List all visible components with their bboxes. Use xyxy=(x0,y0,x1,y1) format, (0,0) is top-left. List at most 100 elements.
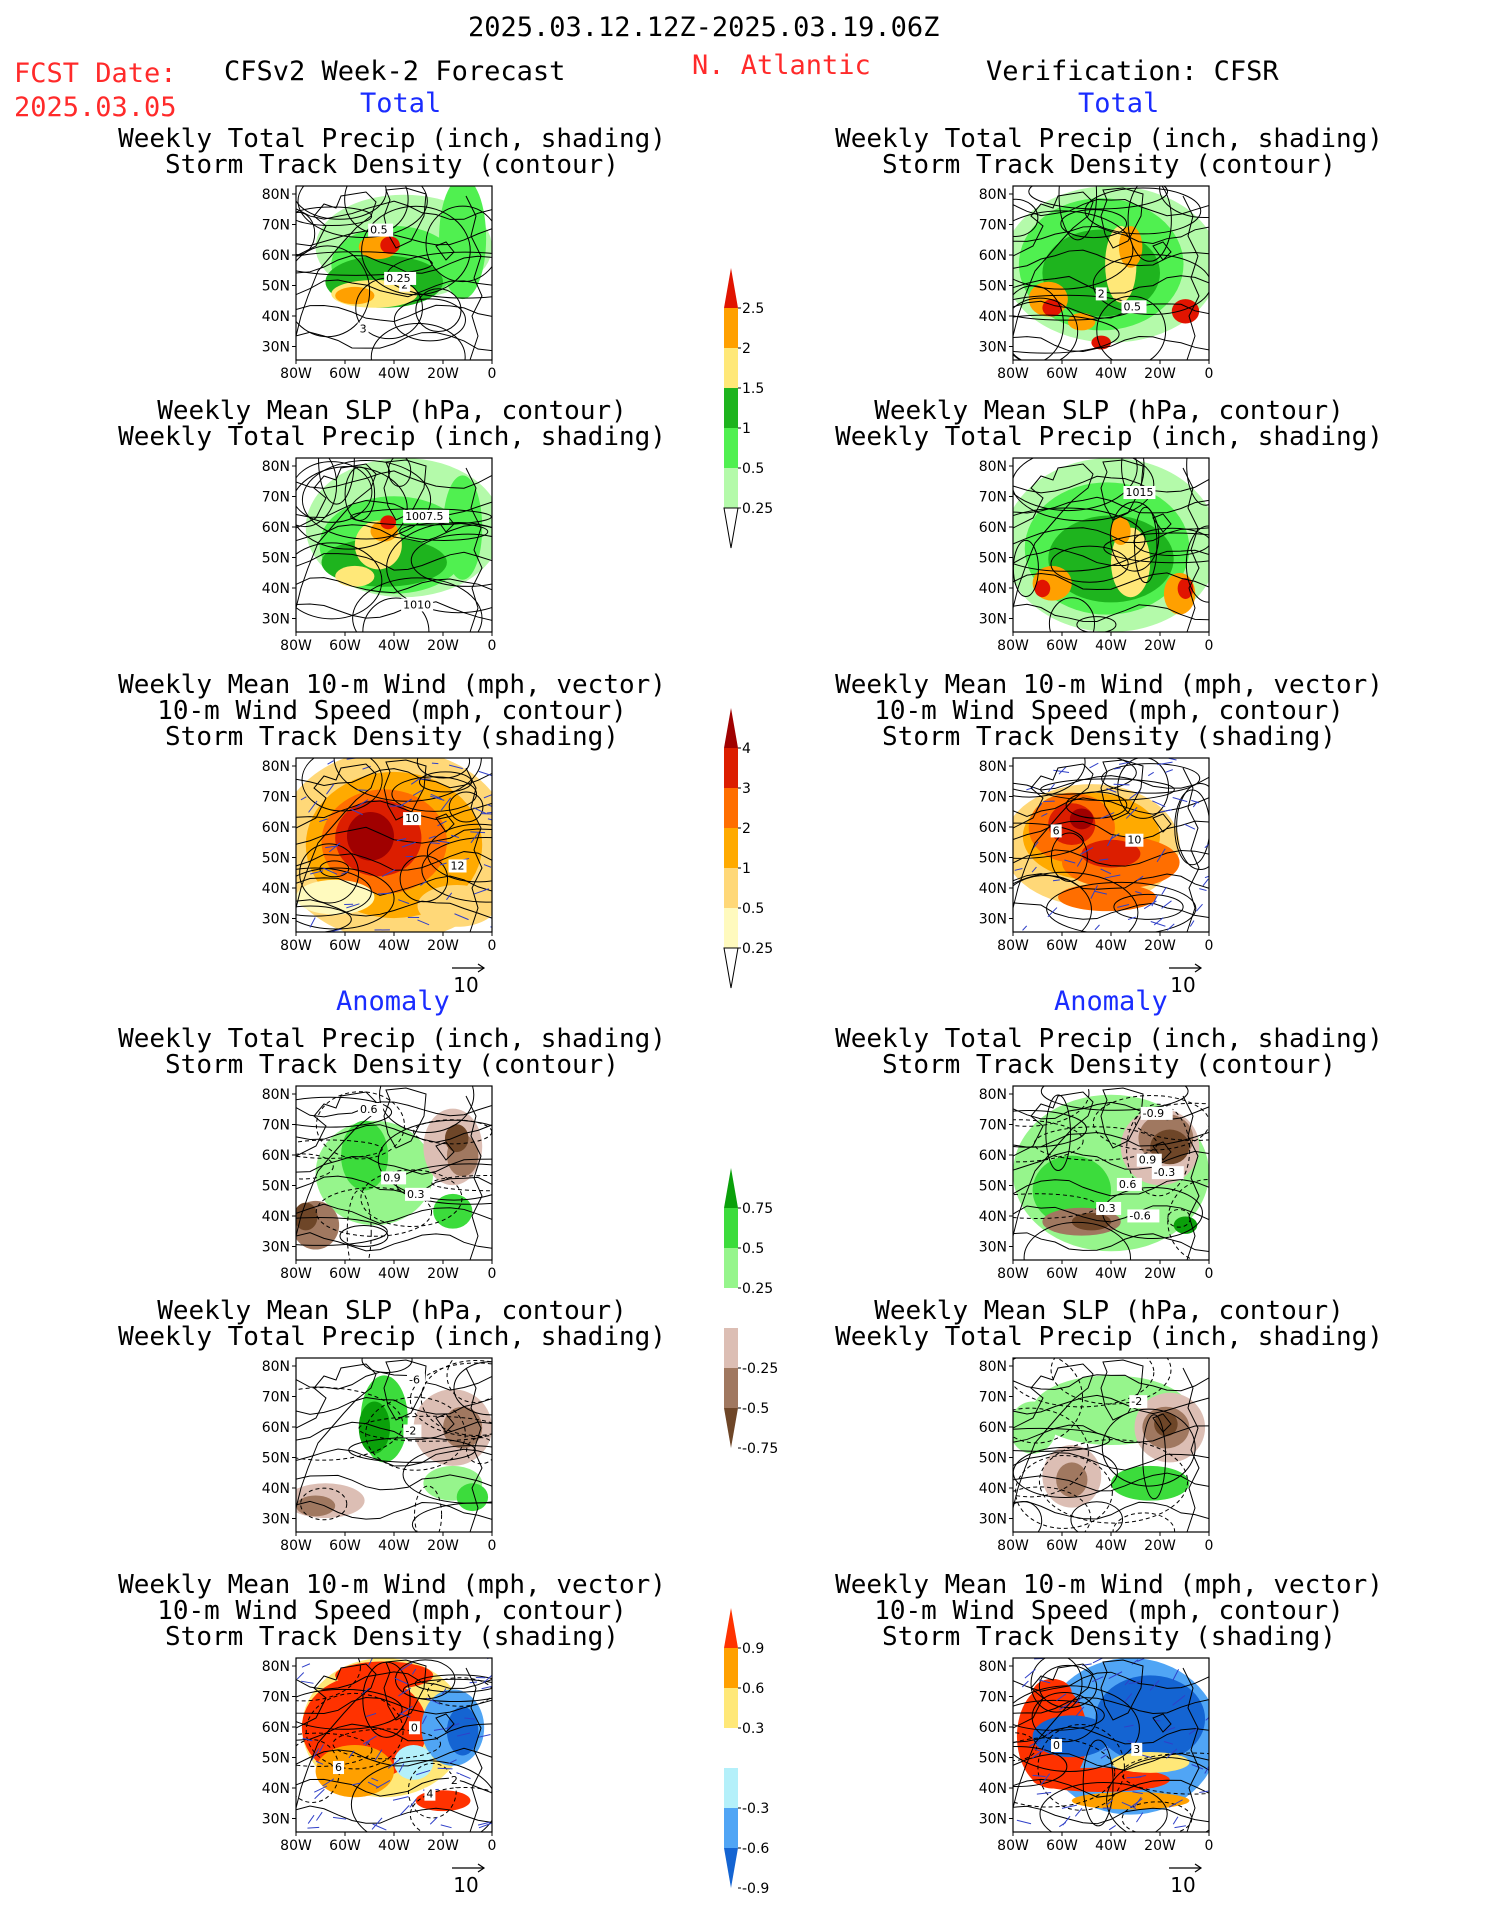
wind-vector xyxy=(361,1687,370,1695)
contour-line xyxy=(296,331,492,352)
lat-tick-label: 50N xyxy=(979,551,1007,567)
contour-line xyxy=(296,1421,492,1441)
lon-tick-label: 20W xyxy=(1144,1538,1176,1554)
contour-line xyxy=(296,1732,373,1767)
wind-vector xyxy=(1135,1775,1146,1778)
contour-line xyxy=(1013,1119,1084,1163)
lat-tick-label: 50N xyxy=(979,1451,1007,1467)
contour-line xyxy=(1076,616,1117,632)
contour-label: 0.6 xyxy=(1119,1178,1137,1191)
wind-vector xyxy=(483,1674,492,1684)
wind-vector xyxy=(1191,799,1200,804)
lon-tick-label: 80W xyxy=(280,1266,312,1282)
panel-title-fcst-total-slp-line-1: Weekly Total Precip (inch, shading) xyxy=(118,422,666,452)
contour-line xyxy=(1033,1126,1158,1161)
wind-vector xyxy=(1109,833,1120,840)
lon-tick-label: 60W xyxy=(329,1838,361,1854)
wind-vector xyxy=(1056,1693,1067,1702)
lat-tick-label: 40N xyxy=(979,881,1007,897)
shade-blob xyxy=(1056,1462,1088,1498)
wind-vector xyxy=(1032,1774,1046,1778)
wind-vector xyxy=(441,1688,447,1696)
contour-label: 3 xyxy=(1133,1743,1140,1756)
lat-tick-label: 50N xyxy=(979,1179,1007,1195)
wind-vector xyxy=(1136,875,1144,881)
panel-title-ver-total-slp-line-1: Weekly Total Precip (inch, shading) xyxy=(835,422,1383,452)
lat-tick-label: 30N xyxy=(979,1240,1007,1256)
wind-vector xyxy=(392,1796,409,1801)
lon-tick-label: 60W xyxy=(329,1266,361,1282)
wind-vector xyxy=(1166,1748,1178,1759)
wind-vector xyxy=(483,794,492,799)
contour-label: 10 xyxy=(405,812,419,825)
lon-tick-label: 80W xyxy=(997,638,1029,654)
colorbar-precip-anom: 0.75 0.5 0.25 -0.25 -0.5 -0.75 xyxy=(724,1168,778,1457)
contour-line xyxy=(1023,1221,1131,1260)
contour-line xyxy=(377,1119,492,1201)
wind-vector xyxy=(1125,806,1138,819)
lat-tick-label: 30N xyxy=(262,612,290,628)
wind-vector xyxy=(1106,788,1117,793)
coastline xyxy=(1152,513,1172,533)
contour-line xyxy=(1134,1102,1209,1141)
contour-label: 0.3 xyxy=(1098,1202,1116,1215)
lon-tick-label: 20W xyxy=(1144,1266,1176,1282)
colorbar-swatch xyxy=(724,1648,738,1688)
colorbar-swatch xyxy=(724,1248,738,1288)
panel-title-ver-anom-wind-line-2: Storm Track Density (shading) xyxy=(882,1622,1336,1652)
contour-line xyxy=(315,1187,433,1237)
contour-line xyxy=(296,1500,492,1520)
wind-vector xyxy=(309,917,316,928)
wind-vector xyxy=(1172,1816,1179,1825)
lat-tick-label: 50N xyxy=(262,279,290,295)
coastline xyxy=(1182,1667,1200,1832)
wind-vector xyxy=(426,1697,441,1705)
wind-vector xyxy=(296,1672,305,1680)
lat-tick-label: 40N xyxy=(262,881,290,897)
wind-vector xyxy=(1079,847,1094,855)
contour-line xyxy=(1013,1486,1092,1532)
coastline xyxy=(1182,467,1200,632)
contour-line xyxy=(332,1728,442,1760)
map-panel-fcst-anom-wind: 0 2 4 6 80N 70N 60N 50N 40N 30N 80W 60W 40W 20W 0 xyxy=(254,1654,500,1862)
panel-title-fcst-anom-wind-line-1: 10-m Wind Speed (mph, contour) xyxy=(157,1596,627,1626)
lat-tick-label: 80N xyxy=(262,1087,290,1103)
shade-blob xyxy=(296,1495,336,1517)
contour-line xyxy=(1109,501,1160,572)
contour-line xyxy=(300,1487,348,1521)
shade-blob xyxy=(1091,335,1111,350)
shade-blob xyxy=(296,879,375,915)
contour-line xyxy=(1013,199,1209,217)
contour-line xyxy=(466,1437,492,1465)
contour-line xyxy=(1186,458,1209,506)
contour-line xyxy=(414,1674,492,1693)
contour-line xyxy=(296,1124,492,1143)
colorbar-label: -0.25 xyxy=(742,1361,778,1377)
lat-tick-label: 70N xyxy=(262,490,290,506)
contour-label: 0.9 xyxy=(383,1171,401,1184)
lat-tick-label: 40N xyxy=(262,1781,290,1797)
lat-tick-label: 70N xyxy=(979,218,1007,234)
lon-tick-label: 0 xyxy=(488,1266,497,1282)
wind-vector xyxy=(1075,1697,1082,1705)
contour-line xyxy=(296,524,492,543)
contour-line xyxy=(1013,775,1209,791)
contour-line xyxy=(296,1371,492,1391)
colorbar-label: 0.25 xyxy=(742,501,773,517)
contour-line xyxy=(1013,210,1134,290)
contour-line xyxy=(1013,1232,1209,1253)
contour-line xyxy=(1096,295,1167,360)
contour-line xyxy=(409,1362,492,1437)
wind-vector xyxy=(1094,924,1100,931)
shade-blob xyxy=(443,475,483,580)
contour-line xyxy=(446,1358,492,1403)
verification-title: Verification: CFSR xyxy=(986,56,1279,87)
lon-tick-label: 60W xyxy=(1046,1266,1078,1282)
lat-tick-label: 60N xyxy=(979,1148,1007,1164)
wind-vector xyxy=(448,1759,457,1764)
wind-vector xyxy=(1036,1792,1052,1795)
wind-vector xyxy=(1040,1773,1051,1786)
contour-line xyxy=(1013,820,1209,841)
panel-title-ver-anom-slp-line-0: Weekly Mean SLP (hPa, contour) xyxy=(874,1296,1344,1326)
contour-line xyxy=(415,288,462,333)
